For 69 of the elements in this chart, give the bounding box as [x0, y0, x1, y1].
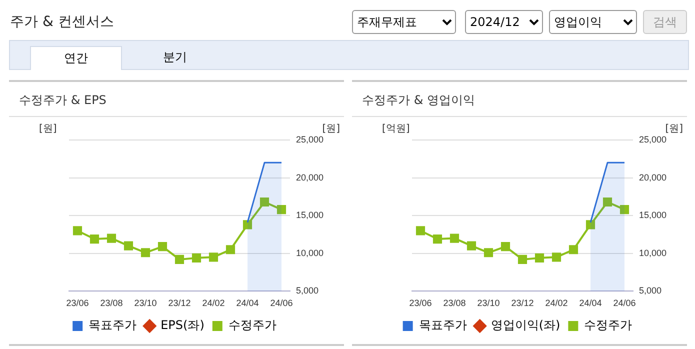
y2-axis-title: [원]: [665, 124, 684, 135]
text: 주가 & 컨센서스: [10, 13, 114, 31]
legend-label: 목표주가: [88, 318, 137, 332]
x-tick-label: 24/06: [270, 298, 293, 308]
point: [242, 220, 252, 230]
text: 주재무제표: [352, 10, 456, 34]
legend-label: 수정주가: [228, 318, 276, 332]
y2-tick-label: 15,000: [296, 210, 324, 220]
point: [620, 205, 630, 214]
point: [276, 205, 286, 214]
x-tick-label: 23/08: [443, 298, 466, 308]
y2-tick-label: 25,000: [639, 134, 667, 144]
x-tick-label: 23/06: [409, 298, 432, 308]
point: [106, 234, 116, 243]
x-tick-label: 23/10: [477, 298, 500, 308]
y2-tick-label: 20,000: [296, 172, 324, 182]
point: [174, 254, 184, 264]
point: [192, 253, 202, 262]
y2-tick-label: 5,000: [296, 286, 319, 296]
text: 분기: [162, 49, 188, 66]
x-tick-label: 23/10: [134, 298, 157, 308]
x-tick-label: 24/06: [613, 298, 636, 308]
x-tick-label: 23/12: [511, 298, 534, 308]
x-tick-label: 23/08: [100, 298, 123, 308]
point: [534, 253, 544, 262]
y2-tick-label: 10,000: [639, 248, 667, 258]
point: [450, 234, 460, 243]
text: 검색: [643, 10, 687, 34]
text: 2024/12: [465, 10, 543, 34]
y2-axis-title: [원]: [322, 124, 340, 135]
point: [586, 220, 596, 230]
point: [140, 248, 150, 258]
y2-tick-label: 5,000: [639, 286, 662, 296]
legend-label: EPS(좌): [160, 318, 204, 332]
point: [518, 254, 528, 264]
point: [568, 245, 578, 254]
chart-title: 수정주가 & EPS: [19, 92, 106, 109]
legend-label: 영업이익(좌): [490, 318, 560, 332]
legend-label: 수정주가: [584, 318, 632, 332]
point: [432, 234, 442, 244]
y-axis-title: [억원]: [382, 124, 410, 135]
point: [500, 242, 510, 252]
y2-tick-label: 15,000: [639, 210, 667, 220]
point: [416, 226, 426, 236]
x-tick-label: 24/02: [545, 298, 568, 308]
point: [602, 197, 612, 207]
x-tick-label: 23/06: [66, 298, 89, 308]
point: [90, 234, 100, 244]
chart-title: 수정주가 & 영업이익: [362, 92, 475, 109]
point: [552, 252, 562, 262]
point: [72, 226, 82, 236]
y-axis-title: [원]: [39, 124, 57, 135]
point: [208, 252, 218, 262]
point: [466, 241, 476, 250]
x-tick-label: 24/04: [579, 298, 602, 308]
y2-tick-label: 20,000: [639, 172, 667, 182]
point: [260, 197, 270, 207]
x-tick-label: 24/02: [202, 298, 225, 308]
x-tick-label: 23/12: [168, 298, 191, 308]
text: 영업이익: [549, 10, 637, 34]
point: [226, 245, 236, 254]
text: 연간: [30, 46, 122, 70]
y2-tick-label: 25,000: [296, 134, 324, 144]
legend-label: 목표주가: [418, 318, 467, 332]
point: [158, 242, 168, 252]
point: [484, 248, 494, 258]
x-tick-label: 24/04: [236, 298, 259, 308]
point: [124, 241, 134, 250]
y2-tick-label: 10,000: [296, 248, 324, 258]
